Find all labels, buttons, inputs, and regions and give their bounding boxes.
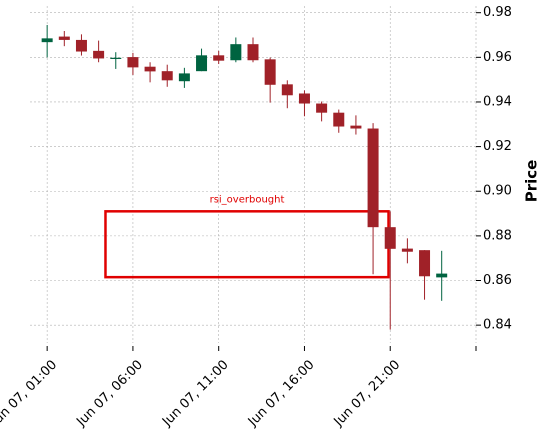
candle-up xyxy=(436,250,448,301)
candle-down xyxy=(161,64,173,87)
candle-down xyxy=(298,90,310,117)
candle-body xyxy=(419,250,431,277)
x-tick-label: Jun 07, 21:00 xyxy=(331,357,404,430)
candle-body xyxy=(384,227,396,249)
candle-down xyxy=(264,57,276,103)
annotation-label: rsi_overbought xyxy=(210,194,285,205)
candle-body xyxy=(75,39,87,52)
candle-down xyxy=(316,101,328,122)
candle-body xyxy=(316,103,328,113)
candle-down xyxy=(127,52,139,75)
candle-body xyxy=(281,84,293,96)
candle-body xyxy=(127,57,139,68)
candle-body xyxy=(401,248,413,252)
candle-up xyxy=(196,48,208,72)
y-tick-label: 0.96 xyxy=(483,50,512,65)
candle-body xyxy=(436,273,448,278)
candle-body xyxy=(264,59,276,85)
candle-down xyxy=(333,109,345,133)
candle-up xyxy=(178,67,190,88)
candle-down xyxy=(247,37,259,63)
annotation-box xyxy=(104,210,390,279)
candle-body xyxy=(110,57,122,59)
candle-down xyxy=(281,80,293,109)
candle-down xyxy=(419,250,431,300)
candle-down xyxy=(401,238,413,264)
candle-body xyxy=(196,55,208,72)
y-tick-label: 0.84 xyxy=(483,318,512,333)
candle-up xyxy=(110,52,122,69)
candle-body xyxy=(178,73,190,82)
candle-body xyxy=(58,36,70,40)
candle-body xyxy=(333,112,345,127)
candle-down xyxy=(75,34,87,56)
candle-down xyxy=(367,123,379,275)
candle-body xyxy=(144,66,156,72)
y-axis-title: Price xyxy=(523,160,541,203)
candle-body xyxy=(367,128,379,228)
x-tick-label: Jun 07, 06:00 xyxy=(73,357,146,430)
y-tick-label: 0.90 xyxy=(483,184,512,199)
candle-down xyxy=(213,50,225,65)
candles xyxy=(41,24,448,330)
candle-up xyxy=(41,24,53,58)
candle-down xyxy=(58,30,70,47)
candle-body xyxy=(247,44,259,61)
axes: 0.84 0.86 0.88 0.90 0.92 0.94 0.96 0.98 Jun 07, … xyxy=(0,5,512,430)
y-tick-label: 0.98 xyxy=(483,5,512,20)
x-tick-label: Jun 07, 01:00 xyxy=(0,357,60,430)
candle-body xyxy=(350,125,362,129)
x-tick-label: Jun 07, 16:00 xyxy=(245,357,318,430)
y-tick-label: 0.92 xyxy=(483,139,512,154)
candle-body xyxy=(213,55,225,61)
candle-body xyxy=(93,50,105,59)
candle-down xyxy=(144,62,156,83)
x-tick-label: Jun 07, 11:00 xyxy=(159,357,232,430)
candle-body xyxy=(41,38,53,43)
y-tick-label: 0.86 xyxy=(483,273,512,288)
candle-body xyxy=(298,93,310,104)
candle-up xyxy=(230,37,242,63)
candle-down xyxy=(350,115,362,135)
candle-body xyxy=(161,71,173,81)
candle-down xyxy=(93,40,105,63)
candle-body xyxy=(230,44,242,61)
y-tick-label: 0.88 xyxy=(483,228,512,243)
y-tick-label: 0.94 xyxy=(483,94,512,109)
candle-down xyxy=(384,211,396,330)
